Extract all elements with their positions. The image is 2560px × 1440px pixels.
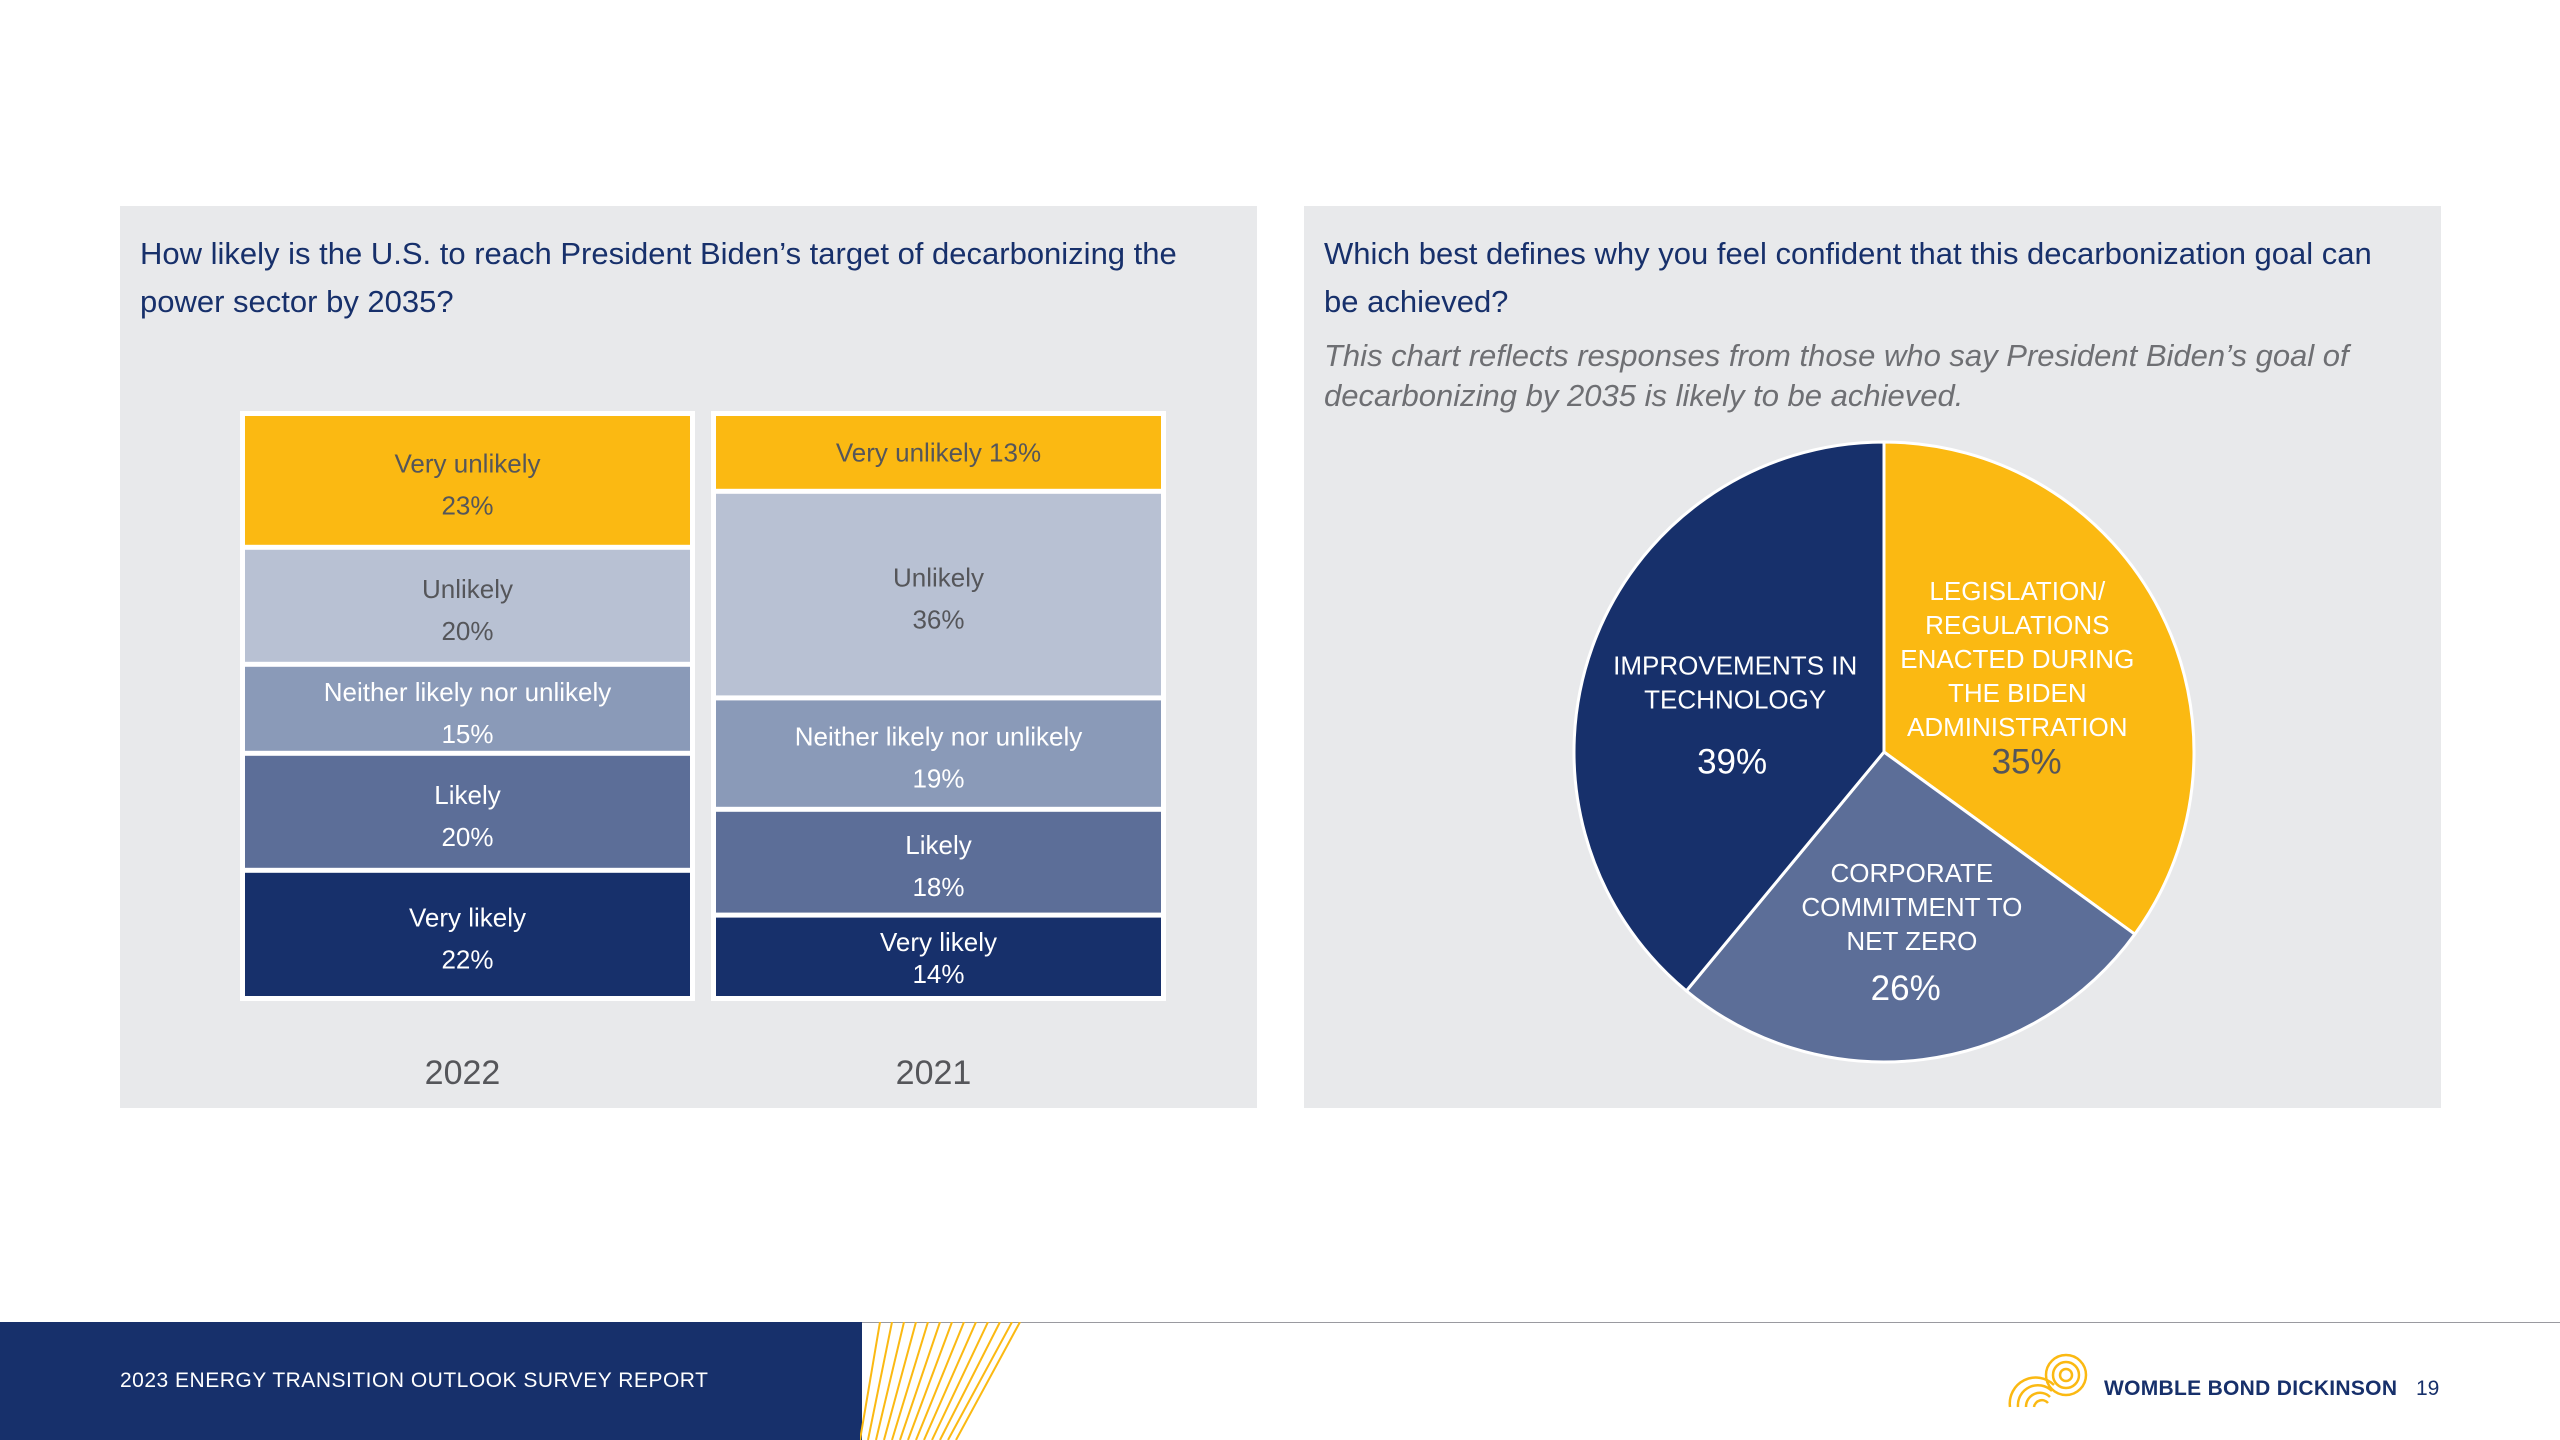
page-number: 19: [2416, 1377, 2440, 1400]
footer-brand-name: WOMBLE BOND DICKINSON: [2104, 1377, 2398, 1400]
bar-segment-very-likely-2022: [245, 872, 690, 996]
pie-chart: LEGISLATION/REGULATIONS ENACTED DURING THE…: [1572, 440, 2196, 1064]
bar-value-neither-likely-nor-unlikely-2021: 19%: [912, 764, 964, 794]
bar-label-unlikely-2022: Unlikely: [422, 574, 513, 604]
bar-segment-very-likely-2021: [716, 917, 1161, 996]
x-axis-label-2021: 2021: [896, 1054, 972, 1086]
bar-label-neither-likely-nor-unlikely-2021: Neither likely nor unlikely: [795, 722, 1083, 752]
bar-value-very-likely-2021: 14%: [912, 959, 964, 989]
pie-label-legislation-regulations-enacted-during-the-biden-administration-line-3: ENACTED DURING: [1900, 644, 2134, 674]
bar-value-unlikely-2021: 36%: [912, 605, 964, 635]
bar-label-very-unlikely-2021: Very unlikely 13%: [836, 437, 1041, 467]
pie-label-improvements-in-technology-line-2: TECHNOLOGY: [1644, 685, 1826, 715]
bar-value-likely-2022: 20%: [441, 822, 493, 852]
pie-value-improvements-in-technology: 39%: [1697, 743, 1767, 782]
pie-label-corporate-commitment-to-net-zero-line-3: NET ZERO: [1846, 926, 1977, 956]
pie-label-legislation-regulations-enacted-during-the-biden-administration-line-4: THE BIDEN: [1948, 678, 2087, 708]
bar-value-neither-likely-nor-unlikely-2022: 15%: [441, 719, 493, 749]
bar-value-likely-2021: 18%: [912, 872, 964, 902]
pie-slice-improvements-in-technology: [1572, 440, 1886, 993]
bar-label-very-likely-2022: Very likely: [409, 902, 526, 932]
bar-label-unlikely-2021: Unlikely: [893, 563, 984, 593]
stacked-bar-chart: Very unlikely 23% Unlikely 20% Neither likel…: [240, 411, 1166, 1086]
bar-segment-unlikely-2022: [245, 549, 690, 662]
pie-label-legislation-regulations-enacted-during-the-biden-administration-line-5: ADMINISTRATION: [1907, 712, 2128, 742]
bar-segment-likely-2022: [245, 755, 690, 868]
footer-report-title: 2023 ENERGY TRANSITION OUTLOOK SURVEY RE…: [120, 1369, 709, 1392]
right-chart-panel: Which best defines why you feel confiden…: [1304, 206, 2441, 1108]
pie-value-legislation-regulations-enacted-during-the-biden-administration: 35%: [1992, 743, 2062, 782]
pie-label-corporate-commitment-to-net-zero-line-1: CORPORATE: [1831, 858, 1994, 888]
bar-label-very-unlikely-2022: Very unlikely: [395, 448, 541, 478]
pie-label-corporate-commitment-to-net-zero-line-2: COMMITMENT TO: [1801, 892, 2022, 922]
pie-value-corporate-commitment-to-net-zero: 26%: [1871, 969, 1941, 1008]
pie-label-legislation-regulations-enacted-during-the-biden-administration-line-2: REGULATIONS: [1925, 610, 2109, 640]
bar-value-unlikely-2022: 20%: [441, 616, 493, 646]
bar-segment-neither-likely-nor-unlikely-2022: [245, 666, 690, 751]
bar-segment-likely-2021: [716, 811, 1161, 913]
bar-segment-neither-likely-nor-unlikely-2021: [716, 700, 1161, 807]
bar-label-likely-2021: Likely: [905, 830, 971, 860]
left-chart-panel: How likely is the U.S. to reach Presiden…: [120, 206, 1257, 1108]
left-question-title: How likely is the U.S. to reach Presiden…: [140, 236, 1177, 319]
pie-label-improvements-in-technology-line-1: IMPROVEMENTS IN: [1613, 651, 1857, 681]
pie-label-legislation-regulations-enacted-during-the-biden-administration-line-1: LEGISLATION/: [1929, 576, 2106, 606]
x-axis-label-2022: 2022: [425, 1054, 501, 1086]
bar-segment-very-unlikely-2022: [245, 416, 690, 545]
right-chart-subtitle: This chart reflects responses from those…: [1324, 338, 2349, 413]
bar-segment-very-unlikely-2021: [716, 416, 1161, 489]
footer-band: [0, 1322, 862, 1440]
footer-hatch-decoration: [860, 1322, 1021, 1440]
bar-value-very-unlikely-2022: 23%: [441, 490, 493, 520]
bar-label-neither-likely-nor-unlikely-2022: Neither likely nor unlikely: [324, 677, 612, 707]
bar-segment-unlikely-2021: [716, 493, 1161, 696]
wbd-rings-logo-icon: [2008, 1353, 2088, 1408]
bar-value-very-likely-2022: 22%: [441, 944, 493, 974]
bar-label-likely-2022: Likely: [434, 780, 500, 810]
pie-slice-corporate-commitment-to-net-zero: [1684, 749, 2137, 1064]
bar-label-very-likely-2021: Very likely: [880, 927, 997, 957]
right-question-title: Which best defines why you feel confiden…: [1324, 236, 2372, 319]
pie-slice-legislation-regulations-enacted-during-the-biden-administration: [1882, 440, 2196, 937]
footer-divider: [862, 1322, 2560, 1323]
